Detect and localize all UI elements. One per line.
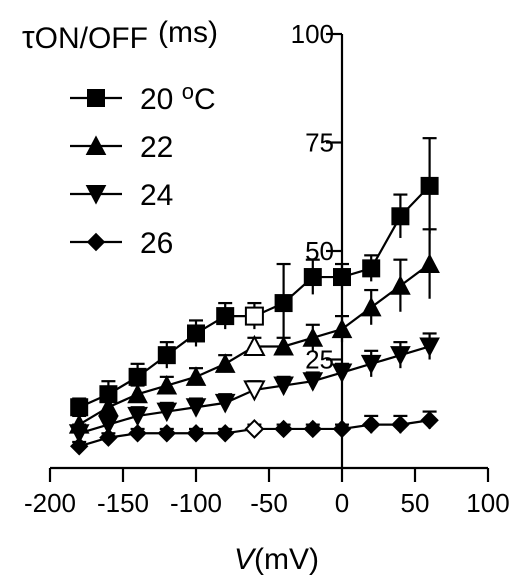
- x-tick-label: -100: [170, 488, 222, 518]
- data-point-diamond: [391, 415, 410, 434]
- data-point-square: [157, 346, 176, 365]
- data-point-triangle-down: [273, 376, 294, 397]
- data-point-triangle-up: [273, 335, 294, 356]
- data-point-square: [70, 398, 89, 417]
- data-point-diamond: [99, 428, 118, 447]
- legend-label: 26: [140, 227, 173, 260]
- legend-marker-triangle-up: [85, 135, 107, 155]
- data-point-triangle-up: [360, 296, 382, 317]
- data-point-diamond: [128, 424, 147, 443]
- data-point-square: [333, 268, 351, 287]
- data-point-triangle-down: [302, 372, 324, 392]
- data-point-diamond: [361, 415, 381, 434]
- data-point-triangle-up: [127, 383, 148, 404]
- data-point-square: [362, 259, 381, 278]
- y-tick-label: 50: [305, 236, 334, 266]
- data-point-square: [244, 306, 264, 326]
- data-point-triangle-down: [419, 337, 440, 358]
- data-point-triangle-up: [185, 366, 207, 386]
- series-2: [68, 228, 440, 434]
- y-tick-label: 75: [305, 128, 334, 158]
- series-4: [69, 410, 439, 456]
- legend-degree-sup: o: [182, 79, 194, 104]
- data-point-square: [187, 324, 205, 343]
- data-point-diamond: [420, 411, 439, 430]
- data-point-triangle-down: [243, 380, 266, 402]
- legend-marker-triangle-down: [85, 185, 107, 205]
- data-point-triangle-down: [331, 363, 353, 384]
- legend: 20 oC 22 24 26: [70, 79, 216, 260]
- data-point-square: [128, 367, 147, 386]
- data-point-triangle-up: [331, 318, 353, 339]
- x-tick-label: -150: [97, 488, 149, 518]
- data-point-diamond: [332, 419, 352, 439]
- data-point-triangle-down: [156, 402, 178, 423]
- x-tick-label: 50: [401, 488, 430, 518]
- x-axis-title-unit: (mV): [254, 543, 319, 576]
- legend-unit: C: [194, 83, 216, 116]
- data-point-square: [216, 307, 235, 326]
- data-point-diamond: [215, 424, 235, 443]
- y-axis-title: τON/OFF (ms): [22, 16, 218, 55]
- y-axis-title-tau: τ: [22, 19, 35, 55]
- data-point-triangle-down: [214, 393, 236, 414]
- data-point-triangle-down: [185, 398, 207, 418]
- legend-label: 24: [140, 179, 173, 212]
- y-tick-label: 25: [305, 345, 334, 375]
- x-tick-label: 100: [466, 488, 509, 518]
- legend-label: 22: [140, 131, 173, 164]
- data-point-triangle-down: [98, 415, 119, 436]
- data-point-triangle-down: [68, 424, 90, 444]
- data-point-square: [303, 268, 322, 287]
- x-tick-label: -200: [24, 488, 76, 518]
- data-point-diamond: [69, 437, 89, 456]
- data-point-square: [420, 176, 439, 195]
- x-tick-label: -50: [250, 488, 288, 518]
- y-axis-title-main: ON/OFF: [35, 22, 148, 55]
- data-point-triangle-down: [360, 354, 382, 375]
- data-point-triangle-up: [156, 374, 178, 395]
- legend-marker-square: [87, 89, 105, 107]
- data-point-diamond: [274, 419, 293, 439]
- y-ticks: 25 50 75 100: [291, 19, 342, 375]
- data-point-square: [391, 207, 410, 226]
- data-point-triangle-up: [243, 334, 266, 356]
- legend-entry: 22: [70, 131, 173, 164]
- data-point-diamond: [244, 419, 265, 439]
- y-axis-title-unit: (ms): [158, 16, 218, 49]
- legend-entry: 20 oC: [70, 79, 216, 116]
- data-point-triangle-up: [419, 253, 440, 274]
- data-point-triangle-down: [127, 406, 148, 427]
- series-layer: [68, 137, 440, 456]
- x-ticks: -200 -150 -100 -50 0 50 100: [24, 468, 510, 518]
- data-point-diamond: [157, 424, 177, 443]
- x-axis-title-v: V: [234, 543, 257, 576]
- legend-entry: 24: [70, 179, 173, 212]
- legend-entry: 26: [70, 227, 173, 260]
- data-point-triangle-down: [390, 346, 411, 366]
- legend-label: 20 oC: [140, 79, 216, 116]
- data-point-triangle-up: [302, 327, 324, 347]
- x-tick-label: 0: [335, 488, 349, 518]
- series-1: [70, 137, 439, 417]
- data-point-triangle-up: [390, 275, 411, 295]
- data-point-diamond: [186, 424, 206, 443]
- x-axis-title: V(mV): [234, 543, 319, 576]
- data-point-square: [274, 294, 293, 313]
- data-point-diamond: [303, 419, 323, 439]
- legend-marker-diamond: [86, 232, 106, 252]
- data-point-triangle-up: [214, 353, 236, 373]
- y-tick-label: 100: [291, 19, 334, 49]
